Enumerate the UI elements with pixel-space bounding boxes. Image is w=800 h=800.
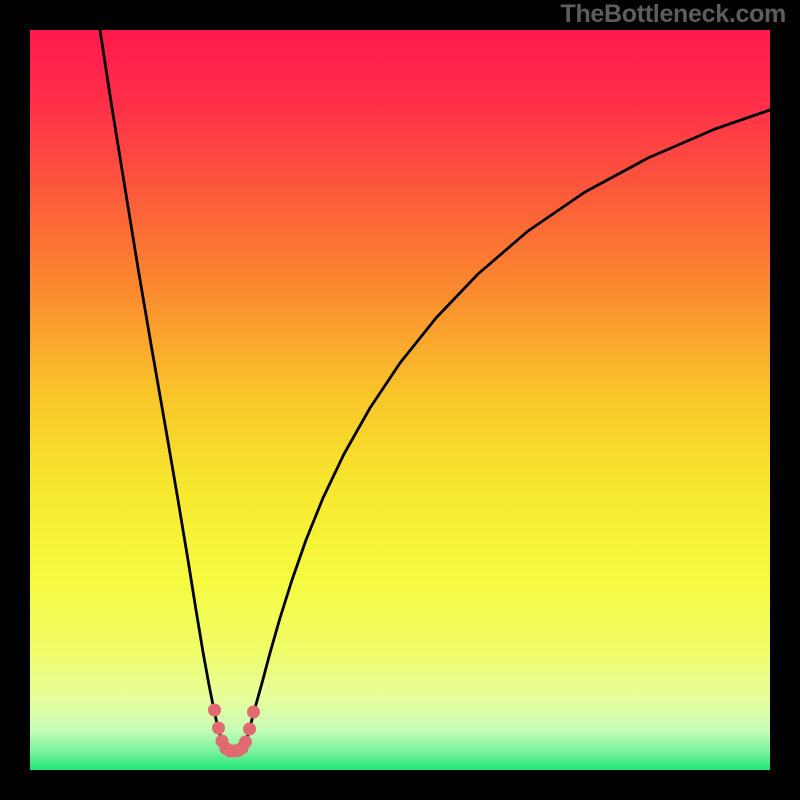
plot-area (30, 30, 770, 770)
watermark-text: TheBottleneck.com (560, 0, 786, 29)
plot-gradient-background (30, 30, 770, 770)
chart-container: TheBottleneck.com (0, 0, 800, 800)
